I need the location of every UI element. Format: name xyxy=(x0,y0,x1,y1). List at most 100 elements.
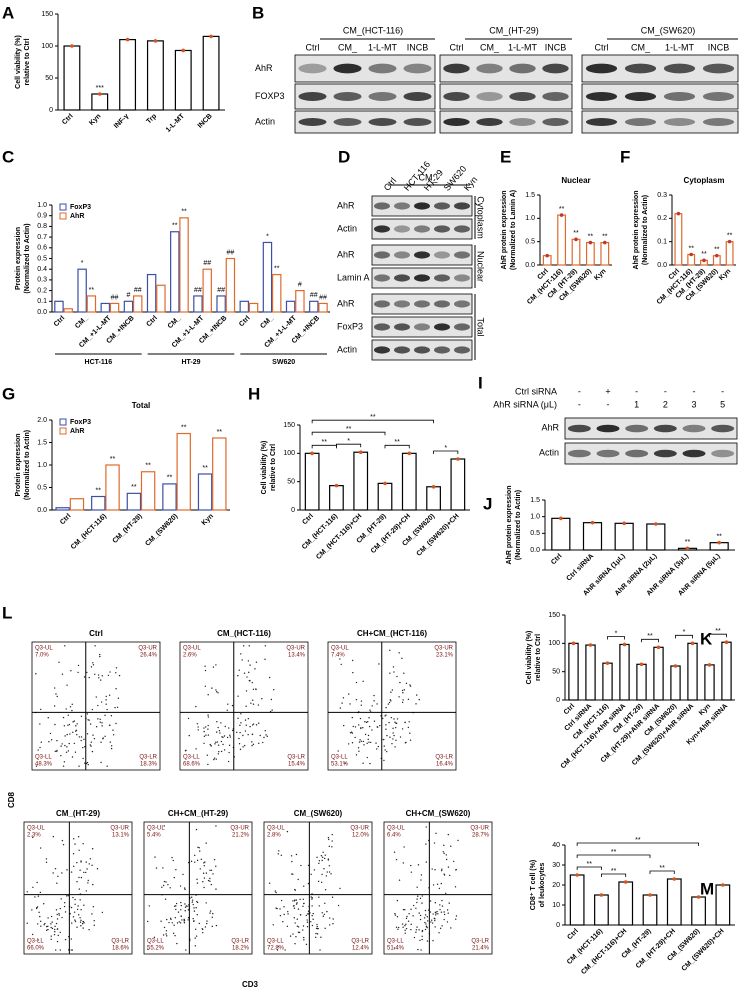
condition-value: 1 xyxy=(634,399,639,409)
gate-name: Q3-LR xyxy=(139,755,157,761)
event-dot xyxy=(435,912,437,914)
event-dot xyxy=(238,737,240,740)
event-dot xyxy=(175,902,178,905)
event-dot xyxy=(299,898,301,901)
event-dot xyxy=(247,718,250,720)
event-dot xyxy=(207,694,209,696)
event-dot xyxy=(415,929,418,931)
event-dot xyxy=(99,718,101,721)
event-dot xyxy=(398,879,401,881)
event-dot xyxy=(351,732,354,734)
blot-header: CM_ xyxy=(418,172,438,182)
event-dot xyxy=(323,868,325,870)
event-dot xyxy=(88,676,90,679)
blot-band xyxy=(625,449,649,458)
event-dot xyxy=(354,736,356,739)
significance: ** xyxy=(588,233,594,240)
event-dot xyxy=(439,927,442,930)
event-dot xyxy=(211,925,213,928)
event-dot xyxy=(409,685,412,687)
gate-name: Q3-LR xyxy=(231,939,249,945)
event-dot xyxy=(292,933,294,935)
event-dot xyxy=(280,854,283,856)
event-dot xyxy=(252,703,255,705)
event-dot xyxy=(38,911,40,914)
event-dot xyxy=(367,738,369,741)
data-point xyxy=(97,92,102,96)
event-dot xyxy=(251,744,253,747)
y-tick-label: 0.0 xyxy=(37,309,47,316)
chart-title: Cytoplasm xyxy=(684,176,725,185)
blot-band xyxy=(368,92,397,101)
event-dot xyxy=(46,925,48,928)
event-dot xyxy=(209,743,211,746)
event-dot xyxy=(440,869,443,872)
event-dot xyxy=(163,825,165,827)
event-dot xyxy=(75,725,77,727)
event-dot xyxy=(277,853,279,855)
event-dot xyxy=(278,850,280,852)
y-axis-label: relative to Ctrl xyxy=(535,634,542,681)
event-dot xyxy=(245,705,247,707)
event-dot xyxy=(217,692,219,694)
event-dot xyxy=(223,749,226,751)
data-point xyxy=(559,213,564,217)
event-dot xyxy=(297,908,300,910)
x-tick-label: CM_(SW620)+CH xyxy=(681,928,726,973)
group-label: HT-29 xyxy=(181,359,200,366)
event-dot xyxy=(164,898,167,900)
event-dot xyxy=(244,719,247,721)
significance: ** xyxy=(688,245,694,252)
lane-label: Ctrl xyxy=(450,42,464,52)
blot-band xyxy=(663,92,696,101)
event-dot xyxy=(100,701,103,703)
event-dot xyxy=(439,908,441,911)
condition-value: - xyxy=(578,386,581,396)
event-dot xyxy=(55,909,58,911)
event-dot xyxy=(70,906,73,909)
event-dot xyxy=(401,923,404,925)
event-dot xyxy=(286,925,289,927)
event-dot xyxy=(73,865,75,868)
blot-band xyxy=(454,346,470,354)
event-dot xyxy=(315,927,318,930)
blot-band xyxy=(542,92,569,101)
event-dot xyxy=(205,734,207,736)
event-dot xyxy=(249,664,251,666)
event-dot xyxy=(214,743,216,745)
event-dot xyxy=(420,874,423,876)
event-dot xyxy=(331,846,333,848)
blot-band xyxy=(567,449,591,458)
event-dot xyxy=(410,864,412,867)
condition-value: 5 xyxy=(720,399,725,409)
event-dot xyxy=(179,885,182,887)
event-dot xyxy=(202,872,205,874)
event-dot xyxy=(72,896,74,899)
y-axis-label: Cell viability (%) xyxy=(526,631,533,685)
event-dot xyxy=(242,734,244,737)
lane-label: 1-L-MT xyxy=(665,42,695,52)
event-dot xyxy=(72,916,75,918)
event-dot xyxy=(207,763,209,766)
gate-name: Q3-LR xyxy=(351,939,369,945)
event-dot xyxy=(83,871,85,874)
event-dot xyxy=(40,741,42,743)
panel-letter: B xyxy=(252,3,264,22)
event-dot xyxy=(423,917,426,919)
x-tick-label: Ctrl xyxy=(563,703,577,717)
blot-band xyxy=(585,92,618,101)
event-dot xyxy=(357,747,360,749)
event-dot xyxy=(349,703,351,705)
event-dot xyxy=(146,920,149,923)
event-dot xyxy=(69,706,72,708)
event-dot xyxy=(61,673,64,675)
event-dot xyxy=(99,721,101,723)
event-dot xyxy=(358,741,361,743)
event-dot xyxy=(297,931,300,933)
bar xyxy=(54,300,64,313)
event-dot xyxy=(76,861,78,864)
blot-band xyxy=(454,323,470,331)
event-dot xyxy=(54,750,56,753)
event-dot xyxy=(264,645,267,647)
event-dot xyxy=(228,727,230,729)
